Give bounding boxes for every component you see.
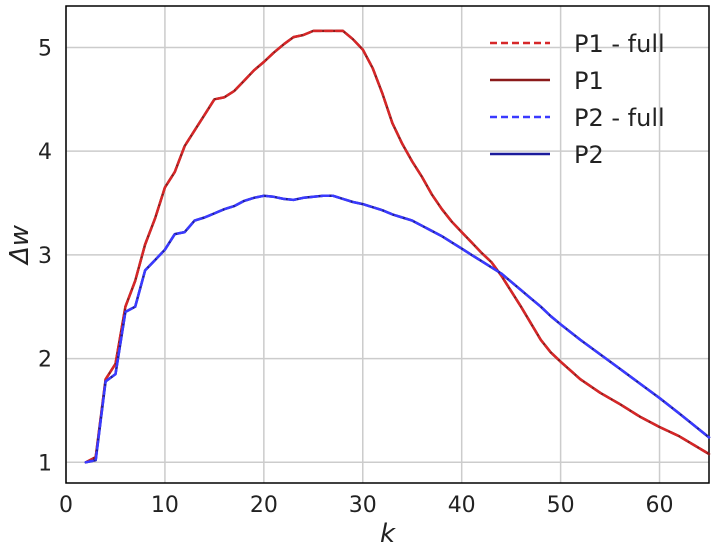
x-tick-label: 30	[349, 493, 377, 518]
x-tick-label: 50	[547, 493, 575, 518]
series-line-p1	[84, 29, 711, 464]
x-axis-label: k	[380, 519, 396, 548]
legend-label-p2-full: P2 - full	[574, 104, 665, 132]
y-tick-label: 3	[38, 244, 52, 269]
x-tick-label: 20	[250, 493, 278, 518]
y-axis-label: Δw	[5, 224, 35, 266]
x-tick-label: 0	[59, 493, 73, 518]
x-tick-label: 10	[151, 493, 179, 518]
y-tick-label: 1	[38, 451, 52, 476]
x-tick-label: 60	[646, 493, 674, 518]
legend-label-p1: P1	[574, 67, 604, 95]
legend: P1 - full P1 P2 - full P2	[490, 30, 665, 169]
x-tick-label: 40	[448, 493, 476, 518]
y-tick-label: 5	[38, 36, 52, 61]
y-tick-label: 2	[38, 348, 52, 373]
grid	[65, 6, 709, 483]
legend-label-p1-full: P1 - full	[574, 30, 665, 58]
x-axis-ticks: 0 10 20 30 40 50 60	[59, 493, 674, 518]
y-axis-ticks: 1 2 3 4 5	[38, 36, 52, 476]
series-line-p1-full	[84, 29, 711, 464]
legend-label-p2: P2	[574, 141, 604, 169]
plot-area	[65, 5, 710, 484]
series-line-p2-full	[84, 194, 711, 464]
series-group	[84, 29, 711, 464]
y-tick-label: 4	[38, 140, 52, 165]
series-line-p2	[84, 194, 711, 464]
